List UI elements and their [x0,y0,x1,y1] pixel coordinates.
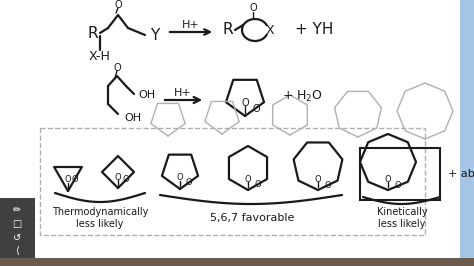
Text: □: □ [12,219,22,229]
Text: O: O [245,174,251,184]
Bar [0,198,35,264]
Text: ↺: ↺ [13,233,21,243]
Text: O: O [114,0,122,10]
Text: ✏: ✏ [13,205,21,215]
Text: Kinetically
less likely: Kinetically less likely [377,207,428,229]
Text: + above: + above [448,169,474,179]
Text: O: O [325,181,331,190]
Text: + YH: + YH [295,23,333,38]
Text: O: O [241,98,249,108]
Text: 5,6,7 favorable: 5,6,7 favorable [210,213,294,223]
Text: O: O [115,172,121,181]
Bar [40,128,425,235]
Text: H+: H+ [174,88,192,98]
Bar [460,0,474,258]
Text: O: O [72,174,78,184]
Text: + H$_2$O: + H$_2$O [282,89,323,103]
Text: O: O [315,174,321,184]
Text: O: O [64,176,71,185]
Text: O: O [123,176,129,185]
Text: ⟨: ⟨ [15,246,19,256]
Text: O: O [186,178,192,187]
Text: R: R [223,23,233,38]
Text: O: O [249,3,257,13]
Text: X: X [266,23,274,36]
Text: O: O [253,104,260,114]
Bar [0,258,474,266]
Text: OH: OH [138,90,155,100]
Text: O: O [385,174,392,184]
Text: Thermodynamically
less likely: Thermodynamically less likely [52,207,148,229]
Text: Y: Y [150,28,159,44]
Text: R: R [88,26,98,40]
Text: O: O [177,173,183,182]
Text: OH: OH [124,113,141,123]
Text: O: O [254,180,261,189]
Text: O: O [113,63,121,73]
Text: O: O [394,181,401,190]
Text: X-H: X-H [89,51,111,64]
Bar [360,148,440,200]
Text: H+: H+ [182,20,200,30]
